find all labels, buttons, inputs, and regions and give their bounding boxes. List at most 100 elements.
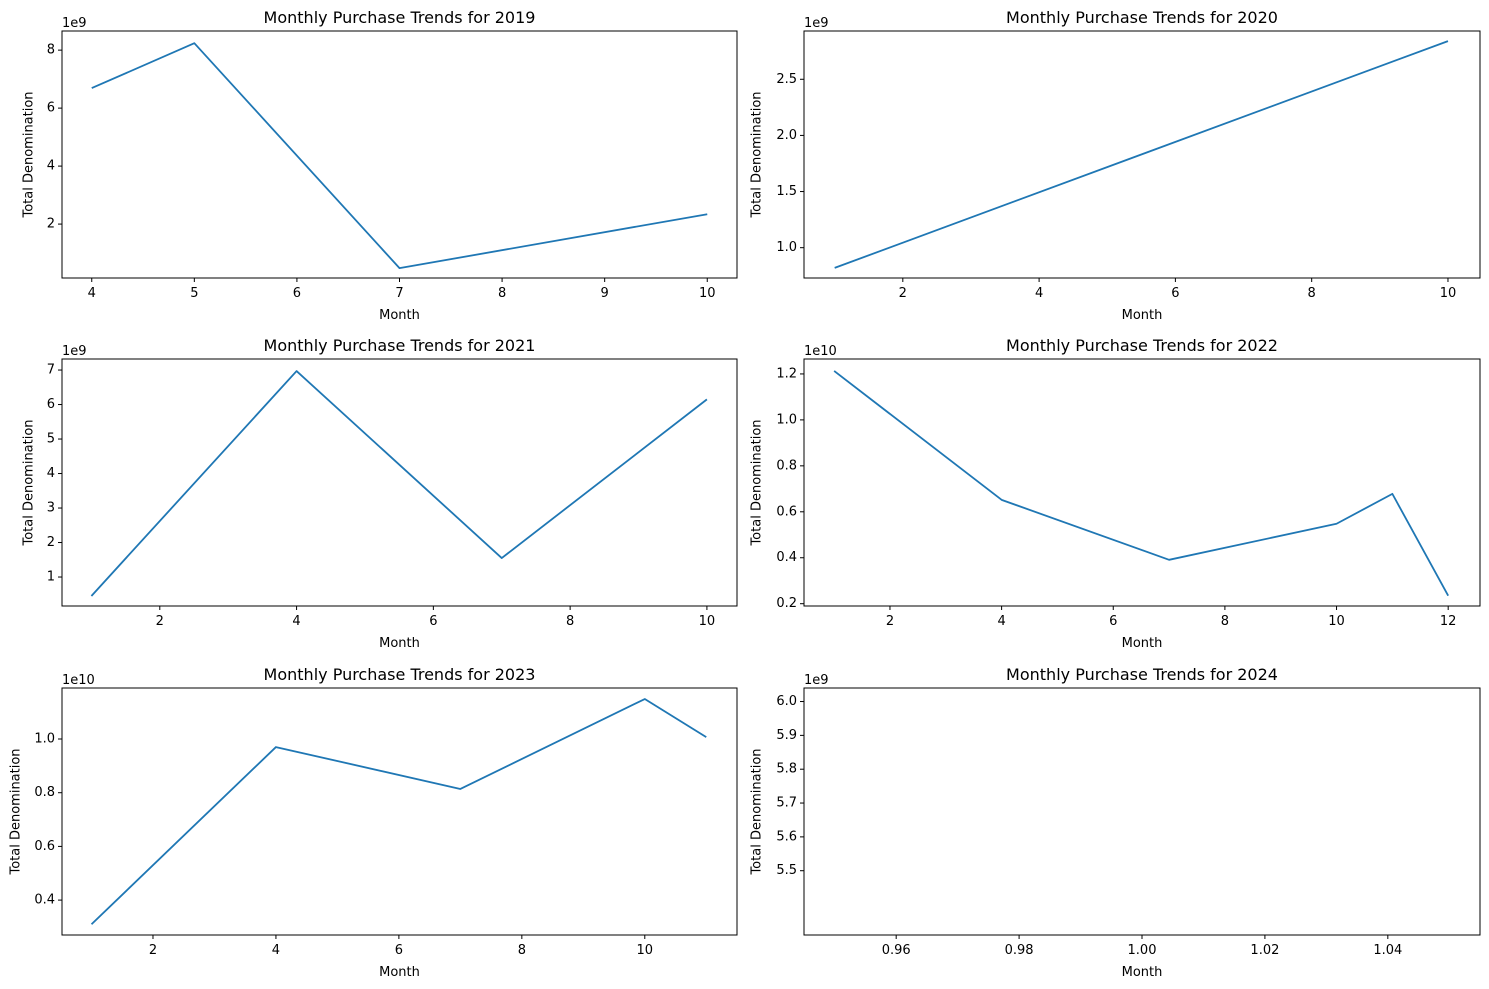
x-tick-label: 10: [1440, 286, 1457, 301]
x-tick-label: 8: [498, 286, 506, 301]
axes-frame: [803, 358, 1481, 607]
y-tick-label: 1.0: [34, 732, 55, 747]
y-offset-label: 1e10: [62, 673, 95, 688]
y-tick-label: 5.8: [776, 762, 797, 777]
x-tick-label: 8: [1221, 614, 1229, 629]
y-offset-label: 1e9: [804, 673, 829, 688]
x-tick-label: 6: [1171, 286, 1179, 301]
y-axis-label: Total Denomination: [750, 748, 765, 875]
chart-title: Monthly Purchase Trends for 2022: [1006, 336, 1278, 355]
x-tick-label: 6: [293, 286, 301, 301]
chart-title: Monthly Purchase Trends for 2021: [264, 336, 536, 355]
x-axis-label: Month: [1122, 636, 1163, 651]
data-line: [91, 42, 708, 270]
y-tick-label: 1.0: [776, 412, 797, 427]
x-tick-label: 5: [190, 286, 198, 301]
y-axis-label: Total Denomination: [750, 419, 765, 546]
x-tick-label: 6: [429, 614, 437, 629]
x-tick-label: 10: [699, 286, 716, 301]
y-offset-label: 1e9: [62, 344, 87, 359]
y-tick-label: 1.0: [776, 240, 797, 255]
x-axis-label: Month: [379, 308, 420, 323]
data-line: [90, 698, 707, 925]
y-tick-label: 5.6: [776, 829, 797, 844]
x-tick-label: 4: [1035, 286, 1043, 301]
axes-frame: [803, 30, 1481, 279]
y-tick-label: 1: [47, 570, 55, 585]
x-tick-label: 10: [1328, 614, 1345, 629]
x-tick-label: 2: [899, 286, 907, 301]
y-tick-label: 2.5: [776, 72, 797, 87]
y-tick-label: 0.6: [34, 839, 55, 854]
y-tick-label: 4: [47, 159, 55, 174]
x-tick-label: 0.98: [1005, 943, 1034, 958]
y-offset-label: 1e10: [804, 344, 837, 359]
x-tick-label: 6: [395, 943, 403, 958]
y-tick-label: 0.4: [34, 893, 55, 908]
y-tick-label: 4: [47, 466, 55, 481]
y-tick-label: 6: [47, 101, 55, 116]
y-offset-label: 1e9: [62, 16, 87, 31]
x-tick-label: 4: [997, 614, 1005, 629]
y-tick-label: 0.6: [776, 504, 797, 519]
chart-title: Monthly Purchase Trends for 2019: [264, 8, 536, 27]
x-tick-label: 1.00: [1128, 943, 1157, 958]
y-tick-label: 2.0: [776, 128, 797, 143]
x-axis-label: Month: [1122, 308, 1163, 323]
x-tick-label: 4: [272, 943, 280, 958]
y-tick-label: 2: [47, 535, 55, 550]
x-tick-label: 7: [395, 286, 403, 301]
x-tick-label: 8: [1308, 286, 1316, 301]
y-tick-label: 1.5: [776, 184, 797, 199]
data-line: [833, 370, 1449, 597]
x-tick-label: 4: [88, 286, 96, 301]
y-tick-label: 0.2: [776, 596, 797, 611]
y-tick-label: 5.7: [776, 796, 797, 811]
axes-frame: [61, 358, 738, 607]
y-tick-label: 6.0: [776, 694, 797, 709]
y-offset-label: 1e9: [804, 16, 829, 31]
y-tick-label: 5: [47, 432, 55, 447]
x-tick-label: 10: [699, 614, 716, 629]
y-tick-label: 1.2: [776, 366, 797, 381]
axes-frame: [61, 30, 738, 279]
y-tick-label: 3: [47, 501, 55, 516]
y-tick-label: 7: [47, 363, 55, 378]
x-tick-label: 4: [292, 614, 300, 629]
x-axis-label: Month: [1122, 965, 1163, 980]
x-tick-label: 2: [156, 614, 164, 629]
x-tick-label: 2: [149, 943, 157, 958]
axes-frame: [61, 687, 738, 936]
x-axis-label: Month: [379, 636, 420, 651]
y-tick-label: 0.8: [776, 458, 797, 473]
x-tick-label: 12: [1440, 614, 1457, 629]
y-tick-label: 6: [47, 397, 55, 412]
x-tick-label: 9: [601, 286, 609, 301]
y-axis-label: Total Denomination: [22, 91, 37, 218]
y-axis-label: Total Denomination: [750, 91, 765, 218]
y-tick-label: 8: [47, 43, 55, 58]
data-line: [90, 370, 708, 597]
y-tick-label: 5.9: [776, 728, 797, 743]
y-tick-label: 0.8: [34, 785, 55, 800]
x-tick-label: 1.04: [1373, 943, 1402, 958]
chart-title: Monthly Purchase Trends for 2023: [264, 665, 536, 684]
y-axis-label: Total Denomination: [22, 419, 37, 546]
axes-frame: [803, 687, 1481, 936]
y-tick-label: 2: [47, 217, 55, 232]
x-tick-label: 1.02: [1250, 943, 1279, 958]
x-axis-label: Month: [379, 965, 420, 980]
y-tick-label: 0.4: [776, 550, 797, 565]
chart-title: Monthly Purchase Trends for 2020: [1006, 8, 1278, 27]
x-tick-label: 6: [1109, 614, 1117, 629]
x-tick-label: 2: [886, 614, 894, 629]
x-tick-label: 10: [637, 943, 654, 958]
chart-title: Monthly Purchase Trends for 2024: [1006, 665, 1278, 684]
x-tick-label: 8: [566, 614, 574, 629]
y-axis-label: Total Denomination: [9, 748, 24, 875]
x-tick-label: 8: [518, 943, 526, 958]
data-line: [834, 40, 1449, 269]
x-tick-label: 0.96: [882, 943, 911, 958]
y-tick-label: 5.5: [776, 863, 797, 878]
